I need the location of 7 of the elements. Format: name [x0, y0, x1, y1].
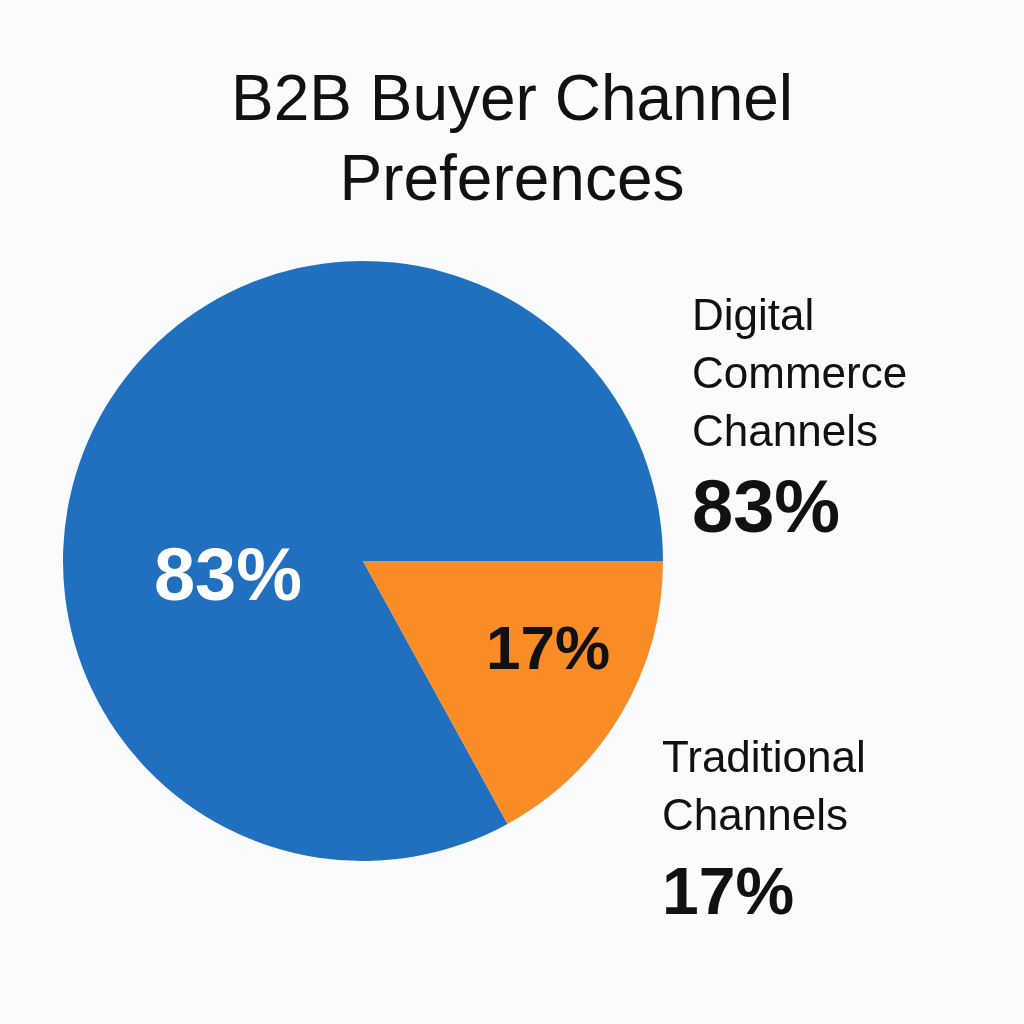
data-label: 83% [153, 533, 303, 617]
text: 83% [692, 465, 841, 549]
data-label: 17% [485, 613, 611, 683]
text: 17% [662, 854, 795, 929]
chart-title: B2B Buyer Channel Preferences [229, 61, 795, 216]
slice-label: Traditional Channels [662, 732, 866, 840]
slice-label: Digital Commerce Channels [692, 290, 908, 456]
